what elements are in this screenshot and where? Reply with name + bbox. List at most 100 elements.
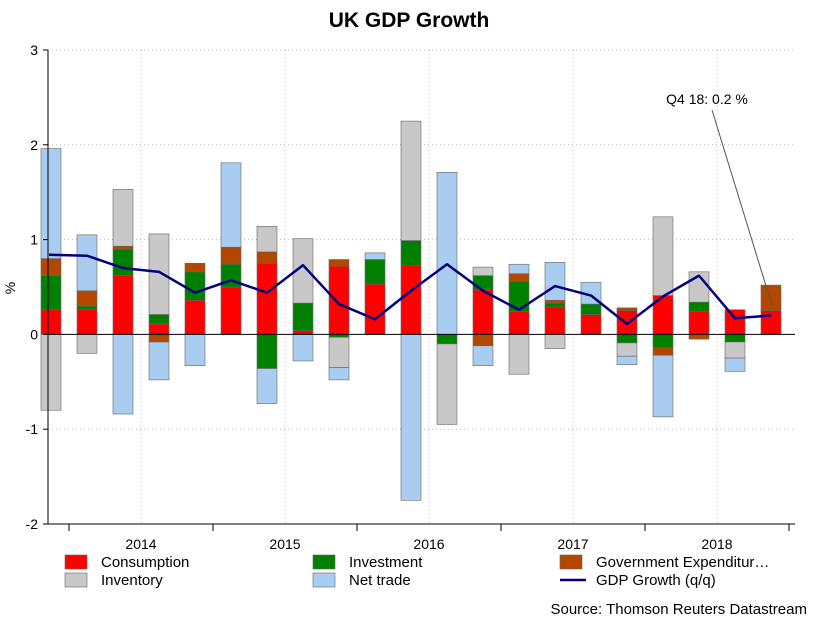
- legend-swatch: [64, 554, 88, 570]
- bar-stack: [292, 238, 314, 362]
- x-year-label: 2018: [701, 536, 732, 552]
- bar-stack: [472, 266, 494, 366]
- bar-inventory: [292, 238, 314, 304]
- legend-label: GDP Growth (q/q): [596, 572, 716, 589]
- bar-investment: [616, 334, 638, 344]
- legend-label: Government Expenditur…: [596, 554, 769, 571]
- bar-inventory: [76, 334, 98, 354]
- bar-inventory: [472, 266, 494, 276]
- bar-government-expenditure: [148, 334, 170, 343]
- bar-stack: [364, 252, 386, 335]
- bar-stack: [256, 226, 278, 404]
- bar-consumption: [580, 314, 602, 335]
- gdp-growth-line: [48, 253, 772, 326]
- legend-swatch: [312, 572, 336, 588]
- bar-investment: [112, 248, 134, 276]
- y-tick-label: 1: [30, 232, 38, 248]
- bar-government-expenditure: [328, 259, 350, 267]
- gdp-growth-line-layer: [48, 253, 772, 326]
- bar-inventory: [544, 334, 566, 349]
- chart-title: UK GDP Growth: [329, 9, 490, 32]
- bar-investment: [292, 302, 314, 331]
- bar-consumption: [40, 309, 62, 335]
- x-year-label: 2015: [269, 536, 300, 552]
- bar-government-expenditure: [616, 307, 638, 311]
- bar-consumption: [148, 323, 170, 335]
- bar-net-trade: [400, 334, 422, 501]
- bar-inventory: [436, 343, 458, 425]
- bar-inventory: [400, 120, 422, 241]
- bar-stack: [76, 234, 98, 354]
- bar-stack: [508, 263, 530, 375]
- legend-label: Investment: [349, 554, 423, 571]
- bar-government-expenditure: [76, 290, 98, 307]
- legend-item: Consumption: [64, 554, 189, 571]
- bar-net-trade: [544, 262, 566, 301]
- bar-investment: [472, 275, 494, 291]
- bar-investment: [400, 240, 422, 266]
- bar-consumption: [724, 309, 746, 335]
- y-tick-label: 0: [30, 326, 38, 342]
- bar-inventory: [328, 336, 350, 368]
- bar-stacks: [40, 120, 782, 501]
- bar-net-trade: [472, 345, 494, 366]
- bar-stack: [112, 189, 134, 415]
- bar-stack: [220, 162, 242, 335]
- bar-investment: [652, 334, 674, 348]
- bar-net-trade: [508, 263, 530, 275]
- bar-consumption: [256, 262, 278, 335]
- legend-swatch: [64, 572, 88, 588]
- bar-government-expenditure: [256, 251, 278, 264]
- x-year-label: 2017: [557, 536, 588, 552]
- bar-government-expenditure: [472, 334, 494, 347]
- bar-net-trade: [76, 234, 98, 292]
- bar-government-expenditure: [652, 347, 674, 356]
- bar-government-expenditure: [508, 273, 530, 282]
- x-year-label: 2016: [413, 536, 444, 552]
- legend-item: Government Expenditur…: [559, 554, 769, 571]
- bar-consumption: [472, 289, 494, 335]
- y-tick-label: -1: [26, 421, 39, 437]
- bar-net-trade: [148, 341, 170, 381]
- bar-stack: [688, 271, 710, 340]
- annotation-leader-line: [711, 109, 773, 306]
- y-axis-label: %: [2, 282, 18, 294]
- y-tick-label: -2: [26, 516, 39, 532]
- bar-net-trade: [112, 334, 134, 415]
- bar-investment: [184, 271, 206, 301]
- bar-net-trade: [184, 334, 206, 366]
- bar-inventory: [148, 233, 170, 315]
- bar-consumption: [328, 265, 350, 335]
- bar-net-trade: [292, 334, 314, 362]
- bar-investment: [436, 334, 458, 345]
- bar-net-trade: [724, 357, 746, 372]
- bar-consumption: [508, 311, 530, 335]
- bar-net-trade: [40, 148, 62, 259]
- bar-net-trade: [436, 171, 458, 335]
- bar-inventory: [508, 334, 530, 375]
- bar-net-trade: [256, 368, 278, 404]
- bar-consumption: [544, 306, 566, 335]
- bar-inventory: [616, 342, 638, 357]
- bar-net-trade: [652, 354, 674, 418]
- bar-inventory: [724, 341, 746, 359]
- bar-investment: [580, 303, 602, 315]
- bar-stack: [184, 262, 206, 366]
- bar-inventory: [40, 334, 62, 411]
- legend-item: GDP Growth (q/q): [560, 572, 716, 589]
- bar-stack: [328, 259, 350, 381]
- legend-label: Inventory: [101, 572, 163, 589]
- bar-stack: [544, 262, 566, 349]
- bar-investment: [256, 334, 278, 369]
- legend-item: Investment: [312, 554, 423, 571]
- y-tick-label: 3: [30, 42, 38, 58]
- legend-label: Consumption: [101, 554, 189, 571]
- bar-inventory: [256, 226, 278, 253]
- bar-investment: [40, 275, 62, 311]
- bar-consumption: [400, 264, 422, 335]
- bar-investment: [724, 334, 746, 343]
- bar-inventory: [652, 216, 674, 296]
- bar-net-trade: [328, 367, 350, 381]
- legend-swatch: [312, 554, 336, 570]
